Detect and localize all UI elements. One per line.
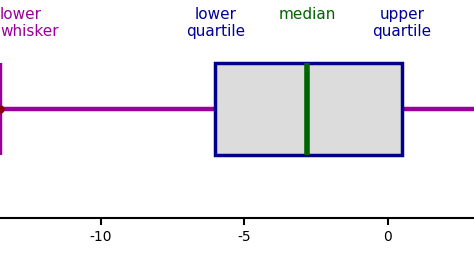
Bar [216,63,402,155]
Text: lower
whisker: lower whisker [0,7,59,39]
Text: lower
quartile: lower quartile [186,7,245,39]
Text: upper
quartile: upper quartile [373,7,432,39]
Text: median: median [279,7,336,22]
